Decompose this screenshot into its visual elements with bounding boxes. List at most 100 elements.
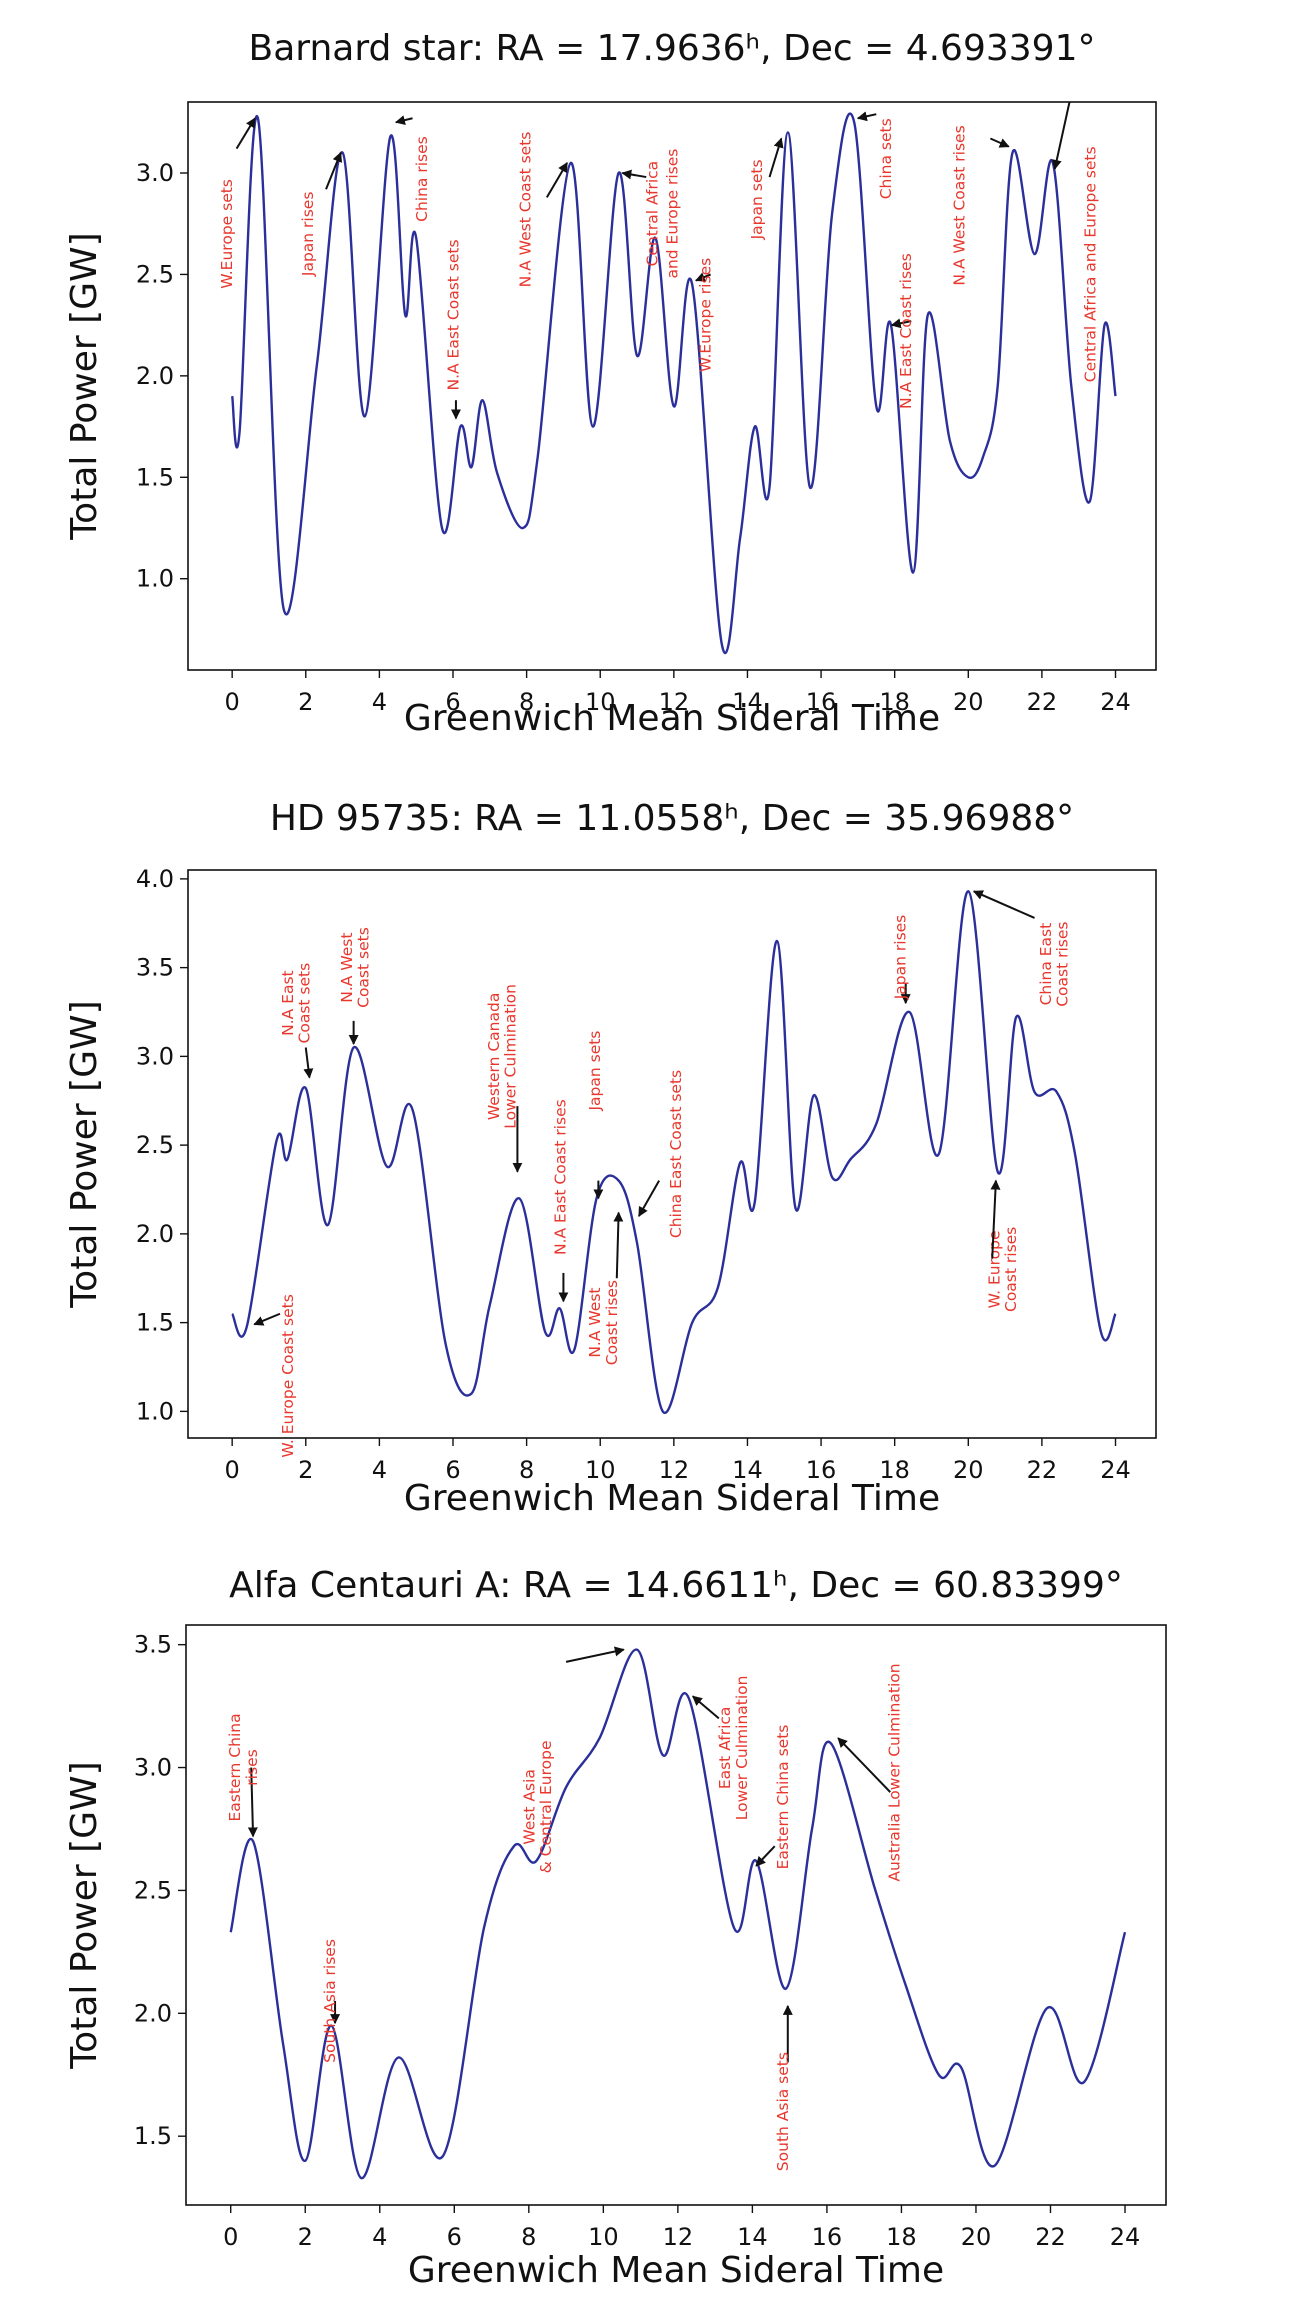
y-axis-label: Total Power [GW] (64, 1761, 105, 2069)
chart-panel-3: Alfa Centauri A: RA = 14.6611ʰ, Dec = 60… (0, 1545, 1299, 2304)
annotation-arrow (694, 272, 712, 282)
annotation-label: Coast rises (1054, 922, 1072, 1007)
x-tick-label: 12 (659, 1456, 690, 1484)
annotation-arrow (638, 1180, 660, 1217)
annotation-label: N.A West Coast rises (951, 125, 969, 285)
x-tick-label: 4 (372, 1456, 387, 1484)
annotation-label: South Asia rises (321, 1939, 339, 2063)
annotation-arrow (247, 1767, 258, 1838)
annotation-arrow (303, 1047, 314, 1079)
y-tick-label: 2.5 (136, 260, 174, 288)
series-line (231, 890, 1117, 1414)
x-tick-label: 20 (953, 688, 984, 716)
annotation-label: Japan sets (748, 159, 766, 240)
annotation-label: Australia Lower Culmination (886, 1663, 904, 1881)
x-tick-label: 18 (886, 2223, 917, 2251)
x-tick-label: 14 (732, 688, 763, 716)
chart-title: Barnard star: RA = 17.9636ʰ, Dec = 4.693… (249, 28, 1096, 69)
annotation-arrow (621, 169, 647, 180)
annotation-label: Central Africa (643, 161, 661, 267)
x-tick-label: 14 (737, 2223, 768, 2251)
x-tick-label: 6 (447, 2223, 462, 2251)
x-tick-label: 0 (223, 2223, 238, 2251)
annotation-label: Lower Culmination (733, 1676, 751, 1821)
y-tick-label: 3.0 (136, 159, 174, 187)
annotation-label: Central Africa and Europe sets (1081, 146, 1099, 382)
annotation-arrow (325, 151, 343, 190)
y-tick-label: 1.0 (136, 1397, 174, 1425)
annotation-label: Japan rises (299, 192, 317, 278)
annotation-arrow (545, 161, 568, 198)
annotation-label: Coast sets (354, 927, 372, 1008)
annotation-label: N.A West (338, 933, 356, 1003)
chart-panel-2: HD 95735: RA = 11.0558ʰ, Dec = 35.96988°… (0, 770, 1299, 1525)
x-tick-label: 6 (445, 1456, 460, 1484)
annotation-label: rises (243, 1749, 261, 1785)
annotation-label: Lower Culmination (502, 984, 520, 1129)
x-tick-label: 12 (659, 688, 690, 716)
y-tick-label: 2.0 (136, 1220, 174, 1248)
x-tick-label: 0 (225, 1456, 240, 1484)
x-tick-label: 22 (1027, 688, 1058, 716)
annotation-label: China sets (877, 118, 895, 199)
x-tick-label: 0 (225, 688, 240, 716)
y-tick-label: 1.5 (136, 1309, 174, 1337)
x-tick-label: 4 (372, 688, 387, 716)
annotation-label: W. Europe (986, 1230, 1004, 1308)
annotation-arrow (394, 115, 413, 126)
plot-area-frame (187, 869, 1157, 1439)
plot-area-frame (185, 1624, 1167, 2206)
y-axis-label: Total Power [GW] (64, 1000, 105, 1308)
x-tick-label: 24 (1100, 1456, 1131, 1484)
annotation-label: N.A East Coast rises (551, 1099, 569, 1255)
x-tick-label: 14 (732, 1456, 763, 1484)
x-tick-label: 12 (663, 2223, 694, 2251)
x-tick-label: 18 (879, 1456, 910, 1484)
x-tick-label: 8 (521, 2223, 536, 2251)
y-tick-label: 4.0 (136, 865, 174, 893)
x-tick-label: 24 (1110, 2223, 1141, 2251)
x-tick-label: 10 (585, 688, 616, 716)
annotation-label: W.Europe sets (218, 179, 236, 289)
x-tick-label: 16 (806, 1456, 837, 1484)
x-axis-label: Greenwich Mean Sideral Time (408, 2250, 944, 2291)
x-tick-label: 18 (879, 688, 910, 716)
annotation-label: Western Canada (485, 993, 503, 1120)
annotation-label: & Central Europe (537, 1740, 555, 1873)
y-tick-label: 2.0 (134, 1999, 172, 2027)
annotation-label: Coast sets (296, 963, 314, 1044)
x-tick-label: 2 (298, 688, 313, 716)
annotation-arrow (253, 1312, 281, 1326)
y-tick-label: 3.5 (136, 954, 174, 982)
x-tick-label: 20 (953, 1456, 984, 1484)
y-tick-label: 3.0 (134, 1754, 172, 1782)
x-tick-label: 16 (812, 2223, 843, 2251)
x-tick-label: 16 (806, 688, 837, 716)
annotation-arrow (1051, 101, 1071, 170)
annotation-arrow (565, 1646, 625, 1663)
y-tick-label: 3.0 (136, 1042, 174, 1070)
annotation-label: N.A West (586, 1287, 604, 1357)
annotation-label: East Africa (716, 1707, 734, 1790)
x-axis-label: Greenwich Mean Sideral Time (404, 698, 940, 739)
annotation-label: N.A East Coast rises (897, 253, 915, 409)
annotation-arrow (890, 318, 912, 329)
annotation-label: South Asia sets (774, 2052, 792, 2171)
annotation-arrow (989, 137, 1010, 148)
x-tick-label: 22 (1035, 2223, 1066, 2251)
y-tick-label: 3.5 (134, 1631, 172, 1659)
annotation-label: China rises (413, 136, 431, 222)
x-tick-label: 2 (298, 2223, 313, 2251)
x-tick-label: 20 (961, 2223, 992, 2251)
y-tick-label: 2.5 (134, 1876, 172, 1904)
annotation-arrow (972, 890, 1035, 919)
annotation-arrow (613, 1211, 624, 1279)
y-axis-label: Total Power [GW] (64, 232, 105, 540)
annotation-arrow (768, 137, 784, 178)
x-tick-label: 24 (1100, 688, 1131, 716)
annotation-arrow (235, 117, 256, 150)
annotation-label: Coast rises (1002, 1227, 1020, 1312)
annotation-label: Japan sets (586, 1031, 604, 1112)
plot-area-frame (187, 101, 1157, 671)
chart-panel-1: Barnard star: RA = 17.9636ʰ, Dec = 4.693… (0, 0, 1299, 745)
